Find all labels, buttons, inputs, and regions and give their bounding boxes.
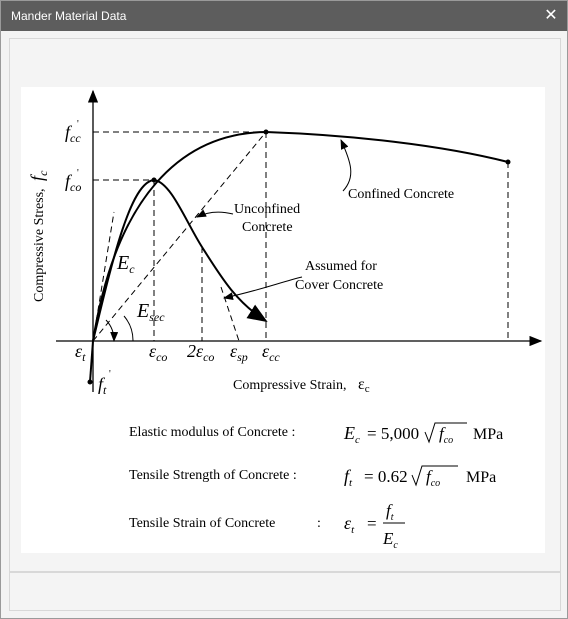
tick-fco: fco: [65, 171, 81, 194]
svg-text:': ': [77, 119, 79, 130]
eq-elastic-lhs: Ec: [343, 423, 360, 446]
tick-eps-sp: εsp: [230, 341, 248, 364]
svg-text:': ': [77, 168, 79, 179]
footer-panel: [9, 572, 561, 611]
annotation-unconfined-1: Unconfined: [234, 202, 300, 217]
eq-tensile-label: Tensile Strength of Concrete :: [129, 468, 297, 483]
title-bar: Mander Material Data ✕: [1, 1, 567, 31]
tick-ft: ft: [98, 374, 107, 397]
eq-strain-label: Tensile Strain of Concrete: [129, 516, 275, 531]
label-ec: Ec: [116, 252, 135, 276]
stress-strain-diagram: Compressive Stress, fc fcc ' fco ' ft ' …: [27, 89, 543, 551]
svg-text::: :: [317, 516, 321, 531]
x-axis-label: Compressive Strain, εc: [233, 376, 370, 395]
eq-tensile-rad: fco: [426, 467, 440, 489]
eq-strain-num: ft: [386, 501, 394, 523]
eq-tensile-lhs: ft: [344, 466, 353, 489]
eq-elastic-unit: MPa: [473, 426, 503, 443]
eq-elastic-rad: fco: [439, 424, 453, 446]
tick-eps-co: εco: [149, 341, 167, 364]
tick-eps-t: εt: [75, 341, 86, 364]
tick-2eps-co: 2εco: [187, 341, 214, 364]
close-icon[interactable]: ✕: [544, 7, 558, 24]
mander-figure: Compressive Stress, fc fcc ' fco ' ft ' …: [21, 87, 545, 553]
eq-elastic-label: Elastic modulus of Concrete :: [129, 425, 295, 440]
svg-text:': ': [109, 369, 111, 380]
tick-eps-cc: εcc: [262, 341, 280, 364]
annotation-cover-2: Cover Concrete: [295, 278, 383, 293]
eq-tensile-coef: = 0.62: [364, 467, 408, 486]
eq-strain-lhs: εt: [344, 513, 355, 536]
unconfined-curve: [92, 178, 268, 342]
eq-elastic-coef: = 5,000: [367, 424, 419, 443]
label-esec: Esec: [136, 300, 165, 324]
annotation-cover-1: Assumed for: [305, 259, 377, 274]
window-title: Mander Material Data: [11, 9, 127, 23]
tick-fcc: fcc: [65, 122, 81, 145]
eq-tensile-unit: MPa: [466, 469, 496, 486]
annotation-confined: Confined Concrete: [348, 187, 454, 202]
eq-strain-den: Ec: [382, 529, 398, 551]
svg-text:=: =: [367, 514, 377, 533]
annotation-unconfined-2: Concrete: [242, 220, 293, 235]
y-axis-label: Compressive Stress, fc: [27, 170, 50, 302]
